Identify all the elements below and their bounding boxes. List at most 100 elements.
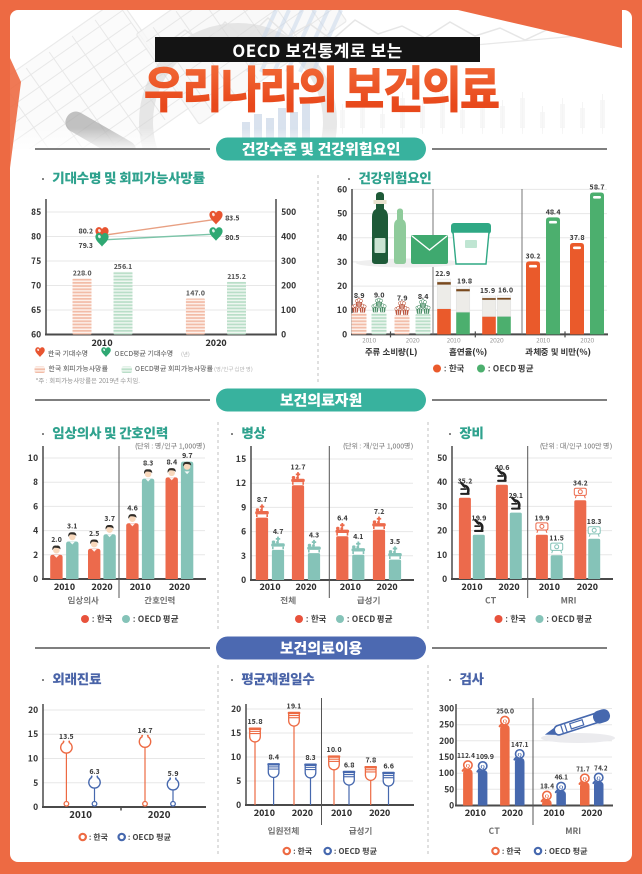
svg-text:20: 20 (231, 703, 242, 715)
svg-text:10: 10 (437, 549, 448, 561)
svg-text:2010: 2010 (536, 336, 550, 345)
svg-text:20: 20 (437, 525, 448, 537)
svg-text:74.2: 74.2 (594, 763, 608, 773)
svg-text:147.1: 147.1 (511, 739, 529, 749)
svg-text:18.3: 18.3 (587, 517, 602, 527)
svg-text:3: 3 (241, 550, 247, 562)
svg-text:한국 회피가능사망률: 한국 회피가능사망률 (49, 364, 109, 374)
svg-text:8.3: 8.3 (143, 459, 154, 469)
svg-text:OECD평균 회피가능사망률: OECD평균 회피가능사망률 (135, 364, 214, 374)
svg-text:71.7: 71.7 (576, 763, 590, 773)
svg-text:2010: 2010 (254, 806, 276, 819)
svg-text:20: 20 (28, 704, 39, 716)
svg-text:34.2: 34.2 (573, 479, 589, 489)
svg-text:3.5: 3.5 (390, 537, 401, 547)
svg-text:임상의사: 임상의사 (68, 595, 99, 607)
svg-text:200: 200 (439, 735, 455, 747)
svg-text:228.0: 228.0 (73, 269, 92, 279)
svg-text:2020: 2020 (369, 806, 391, 819)
svg-text:3.7: 3.7 (104, 514, 115, 524)
svg-text:10: 10 (28, 452, 39, 464)
svg-text:35.2: 35.2 (458, 476, 474, 486)
svg-text:12: 12 (236, 477, 247, 489)
svg-text:300: 300 (439, 703, 455, 715)
svg-text:MRI: MRI (560, 595, 576, 607)
svg-text:6.3: 6.3 (89, 767, 100, 777)
svg-text:10.0: 10.0 (327, 745, 342, 755)
svg-text:(년): (년) (181, 350, 190, 358)
svg-text:2020: 2020 (581, 806, 603, 819)
svg-text:13.5: 13.5 (59, 732, 74, 742)
svg-text:80.2: 80.2 (78, 227, 94, 237)
svg-text:8.9: 8.9 (354, 291, 365, 301)
svg-text:MRI: MRI (565, 825, 581, 837)
svg-text:주류 소비량(L): 주류 소비량(L) (365, 346, 418, 358)
svg-text:150: 150 (439, 751, 455, 763)
svg-text:6.4: 6.4 (337, 513, 348, 523)
svg-text:Q: Q (597, 774, 602, 782)
svg-text:0: 0 (449, 800, 455, 812)
svg-text:Q: Q (518, 750, 523, 758)
svg-text:0: 0 (281, 329, 287, 341)
svg-text:0: 0 (442, 573, 448, 585)
svg-text:70: 70 (31, 280, 42, 292)
svg-text:10: 10 (28, 753, 39, 765)
svg-text:65: 65 (31, 304, 42, 316)
svg-text:200: 200 (281, 280, 297, 292)
svg-text:급성기: 급성기 (349, 825, 372, 837)
svg-text:2.0: 2.0 (51, 535, 62, 545)
svg-text:4.1: 4.1 (353, 532, 364, 542)
svg-text:8.4: 8.4 (166, 457, 177, 467)
svg-text:40: 40 (437, 476, 448, 488)
svg-text:2020: 2020 (292, 806, 314, 819)
svg-text:입원전체: 입원전체 (268, 825, 299, 837)
svg-text:: OECD 평균: : OECD 평균 (133, 613, 179, 625)
svg-text:: OECD 평균: : OECD 평균 (128, 832, 171, 843)
svg-text:40.6: 40.6 (495, 463, 510, 473)
svg-text:300: 300 (281, 255, 297, 267)
svg-text:3.1: 3.1 (67, 522, 78, 532)
svg-text:500: 500 (281, 206, 297, 218)
svg-text:60: 60 (31, 329, 42, 341)
svg-text:256.1: 256.1 (114, 262, 133, 272)
svg-text:2010: 2010 (447, 336, 461, 345)
svg-text:2020: 2020 (205, 336, 227, 349)
svg-text:50: 50 (337, 208, 348, 220)
svg-text:80.5: 80.5 (225, 233, 240, 243)
svg-text:2010: 2010 (54, 580, 76, 593)
svg-text:8.4: 8.4 (268, 753, 279, 763)
svg-text:6.8: 6.8 (344, 760, 355, 770)
svg-text:37.8: 37.8 (570, 233, 586, 243)
svg-text:보건의료이용: 보건의료이용 (280, 637, 363, 658)
svg-text:2020: 2020 (580, 336, 594, 345)
svg-text:Q: Q (559, 783, 564, 791)
svg-text:112.4: 112.4 (457, 750, 475, 760)
svg-text:20: 20 (337, 280, 348, 292)
svg-text:2010: 2010 (543, 806, 565, 819)
svg-text:*주 : 회피가능사망률은 2019년 수치임.: *주 : 회피가능사망률은 2019년 수치임. (36, 375, 141, 385)
svg-text:83.5: 83.5 (225, 213, 240, 223)
svg-text:OECD평균 기대수명: OECD평균 기대수명 (115, 349, 174, 359)
svg-text:2010: 2010 (539, 580, 561, 593)
svg-text:9.0: 9.0 (374, 291, 385, 301)
svg-text:2020: 2020 (490, 336, 504, 345)
svg-text:2010: 2010 (69, 807, 92, 821)
svg-text:85: 85 (31, 206, 42, 218)
svg-text:2020: 2020 (91, 580, 113, 593)
svg-text:4: 4 (33, 525, 38, 537)
svg-text:15: 15 (231, 727, 242, 739)
svg-text:8.4: 8.4 (418, 292, 429, 302)
svg-text:: OECD 평균: : OECD 평균 (334, 846, 377, 857)
svg-text:14.7: 14.7 (138, 726, 153, 736)
svg-text:Q: Q (583, 775, 588, 783)
svg-text:15.8: 15.8 (248, 717, 264, 727)
svg-text:18.4: 18.4 (540, 781, 554, 791)
svg-text:0: 0 (33, 801, 39, 813)
svg-text:19.9: 19.9 (471, 513, 486, 523)
svg-text:급성기: 급성기 (357, 595, 380, 607)
svg-text:2010: 2010 (130, 580, 152, 593)
svg-text:30: 30 (337, 256, 348, 268)
svg-text:15: 15 (236, 453, 247, 465)
svg-text:215.2: 215.2 (227, 272, 247, 282)
svg-text:: 한국: : 한국 (506, 613, 527, 625)
